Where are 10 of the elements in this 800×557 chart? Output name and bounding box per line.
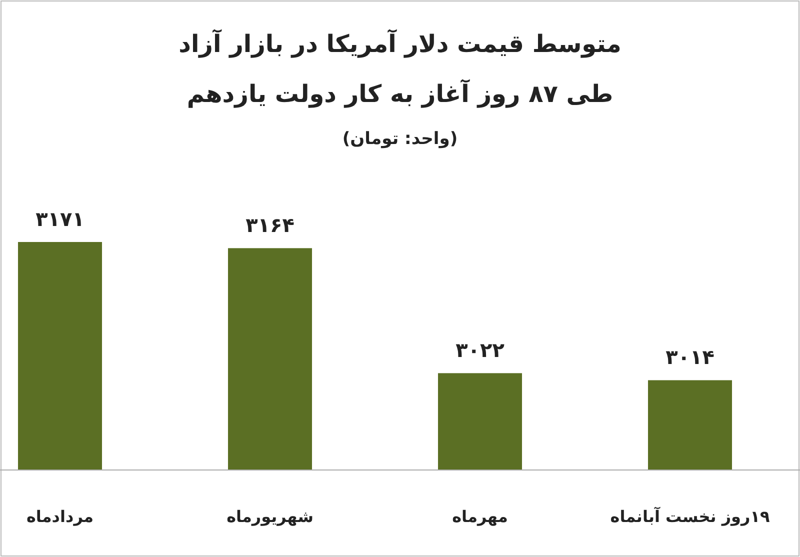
chart-subtitle: (واحد: تومان) (342, 129, 458, 149)
data-label: ۳۱۶۴ (246, 213, 294, 238)
x-tick-label: شهریورماه (226, 507, 314, 526)
x-tick-label: مردادماه (26, 507, 94, 526)
data-label: ۳۱۷۱ (36, 207, 84, 231)
x-tick-label: مهرماه (452, 507, 508, 526)
data-label: ۳۰۲۲ (456, 338, 504, 362)
data-label: ۳۰۱۴ (666, 345, 714, 370)
chart-title: متوسط قیمت دلار آمریکا در بازار آزاد طی ۸۷ روز آغاز به کار دولت یازدهم (178, 29, 622, 108)
x-tick-label: ۱۹روز نخست آبانماه (610, 506, 770, 526)
